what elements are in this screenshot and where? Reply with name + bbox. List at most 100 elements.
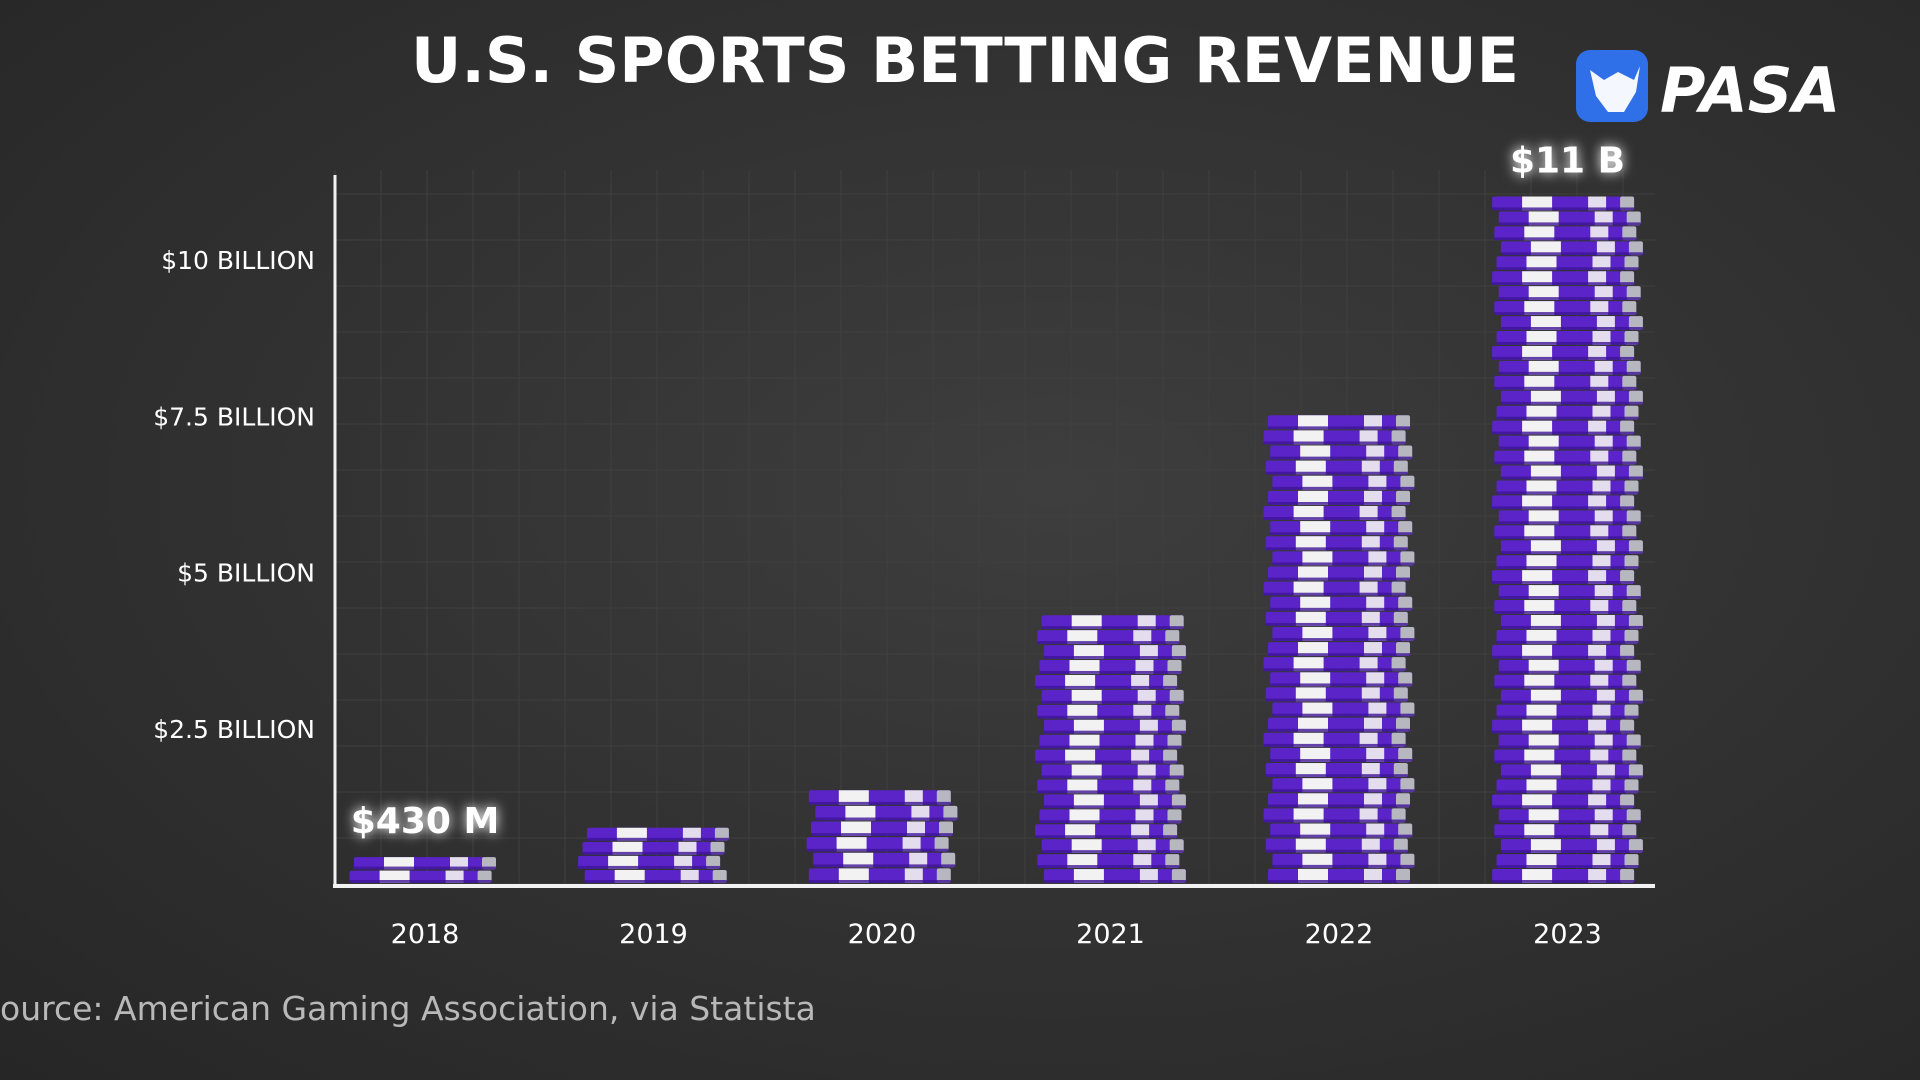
x-tick-label-2019: 2019 xyxy=(619,919,688,950)
chip xyxy=(1500,764,1643,779)
chip xyxy=(1272,475,1415,490)
chip xyxy=(1043,869,1186,883)
chip xyxy=(1263,581,1406,596)
chip xyxy=(582,841,725,855)
chip xyxy=(1494,375,1637,390)
chip xyxy=(1494,600,1637,614)
chip xyxy=(1037,779,1180,794)
chip xyxy=(1037,630,1180,644)
chip xyxy=(1492,345,1635,360)
chip xyxy=(808,868,951,883)
chip xyxy=(1492,196,1635,211)
chip xyxy=(1263,657,1406,672)
chip xyxy=(1041,689,1184,704)
chip xyxy=(1494,674,1637,689)
chip xyxy=(1496,779,1639,794)
chip xyxy=(1494,450,1637,465)
bar-2018 xyxy=(349,857,496,883)
y-axis-ticks: $2.5 BILLION $5 BILLION $7.5 BILLION $10 BI… xyxy=(153,246,315,744)
y-tick-label: $10 BILLION xyxy=(161,246,315,275)
y-tick-label: $5 BILLION xyxy=(177,559,315,588)
chip xyxy=(1272,626,1415,641)
chip xyxy=(1492,495,1635,510)
chip xyxy=(1041,615,1184,629)
chip xyxy=(1494,749,1637,764)
chip xyxy=(1270,596,1413,611)
chip xyxy=(1037,704,1180,719)
chip xyxy=(1272,702,1415,717)
data-label-2018: $430 M xyxy=(351,801,500,842)
chip xyxy=(1043,794,1186,809)
chip xyxy=(1272,853,1415,868)
y-tick-label: $2.5 BILLION xyxy=(153,715,315,744)
chip xyxy=(1268,793,1410,808)
chip xyxy=(586,827,729,841)
brand-name: PASA xyxy=(1660,54,1840,127)
data-labels: $430 M $11 B xyxy=(351,141,1625,843)
chip xyxy=(1035,824,1178,839)
chip xyxy=(813,852,956,868)
chip xyxy=(1270,747,1413,762)
chip xyxy=(1496,555,1639,569)
chip xyxy=(1039,660,1182,674)
x-tick-label-2022: 2022 xyxy=(1305,919,1374,950)
chip xyxy=(1265,460,1408,475)
chip xyxy=(1498,360,1641,375)
chip xyxy=(1272,778,1415,793)
chip xyxy=(1270,823,1413,838)
chip xyxy=(1492,794,1635,809)
brand-logo: PASA xyxy=(1576,50,1840,127)
chip xyxy=(1265,687,1408,702)
grid-lines xyxy=(334,170,1655,885)
chip xyxy=(1492,570,1635,584)
chip xyxy=(1498,286,1641,300)
chip xyxy=(1265,838,1408,853)
chip xyxy=(1492,644,1635,659)
chip xyxy=(1043,719,1186,734)
chip xyxy=(1268,415,1410,430)
chip xyxy=(1037,854,1180,868)
x-tick-label-2020: 2020 xyxy=(848,919,917,950)
chip xyxy=(1496,704,1639,719)
chip xyxy=(1265,536,1408,551)
chip xyxy=(1500,390,1643,405)
chip xyxy=(808,790,951,805)
chip xyxy=(1039,734,1182,749)
chip xyxy=(1035,749,1178,764)
y-tick-label: $7.5 BILLION xyxy=(153,402,315,431)
bar-2023 xyxy=(1492,196,1643,883)
chip xyxy=(1265,763,1408,777)
chip xyxy=(1498,734,1641,749)
chip xyxy=(1496,256,1639,271)
chip xyxy=(1500,689,1643,704)
chip xyxy=(1500,465,1643,480)
chip xyxy=(1494,226,1637,241)
chip xyxy=(1268,566,1410,581)
chip xyxy=(578,855,721,869)
x-tick-label-2023: 2023 xyxy=(1533,919,1602,950)
chip xyxy=(1035,674,1178,689)
chip xyxy=(1270,672,1413,687)
chip xyxy=(1492,869,1635,883)
chip xyxy=(1496,405,1639,420)
chip xyxy=(1268,490,1410,505)
chip xyxy=(1492,420,1635,435)
chip xyxy=(1263,732,1406,747)
chip xyxy=(1500,614,1643,629)
chip xyxy=(1492,271,1635,285)
chip xyxy=(1492,719,1635,734)
chip xyxy=(1500,241,1643,256)
chip xyxy=(1500,316,1643,330)
x-tick-label-2021: 2021 xyxy=(1076,919,1145,950)
chip xyxy=(1500,839,1643,853)
chip xyxy=(1496,331,1639,345)
x-axis-ticks: 2018 2019 2020 2021 2022 2023 xyxy=(391,919,1602,950)
chip xyxy=(1496,629,1639,644)
chip xyxy=(1265,611,1408,626)
chip xyxy=(1498,510,1641,525)
chip xyxy=(1494,301,1637,315)
chip xyxy=(1494,824,1637,838)
source-note: ource: American Gaming Association, via … xyxy=(0,989,816,1028)
chip xyxy=(354,857,496,870)
